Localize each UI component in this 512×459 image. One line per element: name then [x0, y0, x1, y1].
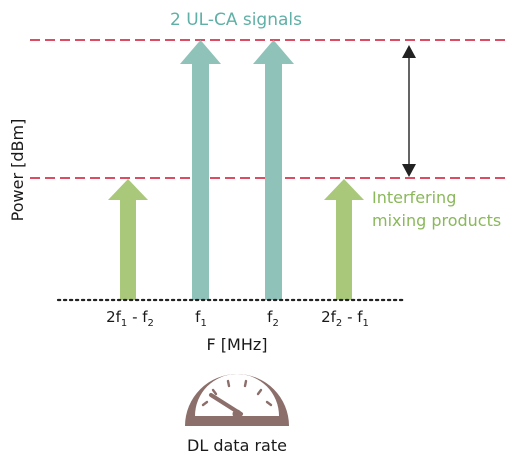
gauge-label: DL data rate — [187, 436, 287, 455]
annotation-line-1: Interfering — [372, 188, 456, 207]
frequency-label-f1: f1 — [195, 308, 207, 329]
y-axis-label: Power [dBm] — [8, 119, 27, 222]
annotation-line-2: mixing products — [372, 211, 501, 230]
arrow-signal-f2 — [253, 40, 294, 300]
x-axis-label: F [MHz] — [206, 335, 267, 354]
frequency-label-f2: f2 — [267, 308, 279, 329]
arrow-mixing-product-2 — [324, 179, 364, 300]
frequency-label-2f1-f2: 2f1 - f2 — [106, 308, 154, 329]
arrow-mixing-product-1 — [108, 179, 148, 300]
gauge-icon — [185, 374, 289, 426]
title: 2 UL-CA signals — [170, 10, 302, 30]
double-headed-arrow-icon — [402, 45, 416, 177]
frequency-label-2f2-f1: 2f2 - f1 — [321, 308, 369, 329]
arrow-signal-f1 — [180, 40, 221, 300]
